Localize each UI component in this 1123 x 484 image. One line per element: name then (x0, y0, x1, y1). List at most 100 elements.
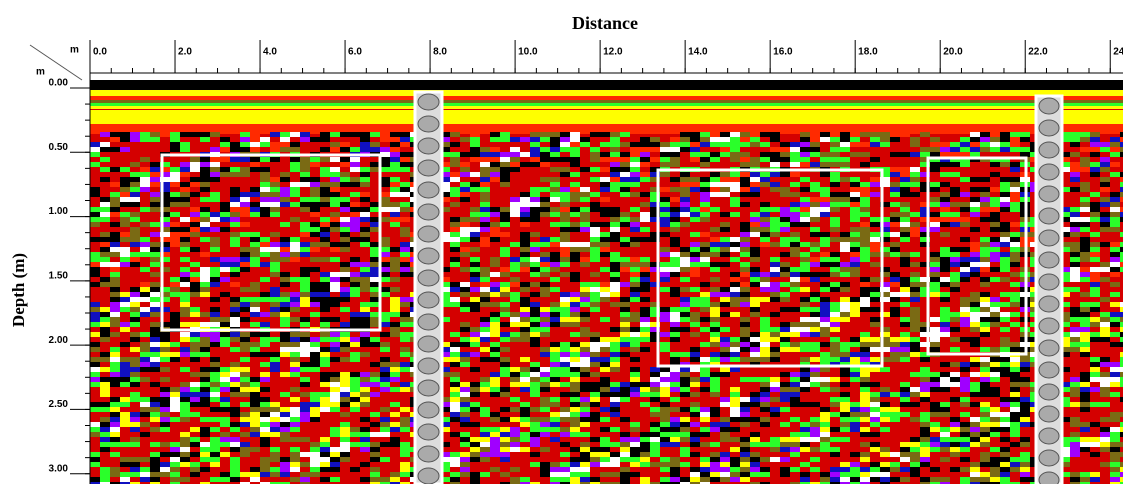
pixel (240, 247, 250, 252)
pixel (630, 292, 640, 297)
pole-echo (418, 336, 439, 352)
pixel (940, 362, 950, 367)
pixel (340, 447, 350, 452)
pixel (360, 402, 370, 407)
pixel (780, 282, 790, 287)
pixel (620, 257, 630, 262)
pixel (230, 262, 240, 267)
pixel (270, 207, 280, 212)
pixel (620, 337, 630, 342)
pixel (730, 337, 740, 342)
pixel (230, 407, 240, 412)
pixel (340, 272, 350, 277)
pixel (710, 172, 720, 177)
pixel (520, 367, 530, 372)
pixel (230, 302, 240, 307)
pixel (300, 417, 310, 422)
pixel (240, 367, 250, 372)
pixel (980, 407, 990, 412)
pixel (810, 137, 820, 142)
pixel (690, 142, 700, 147)
pixel (850, 427, 860, 432)
pixel (380, 367, 390, 372)
pixel (490, 167, 500, 172)
pixel (910, 387, 920, 392)
pixel (800, 472, 810, 477)
pixel (330, 447, 340, 452)
pixel (990, 207, 1000, 212)
pixel (500, 437, 510, 442)
pixel (820, 232, 830, 237)
pixel (750, 177, 760, 182)
pixel (500, 132, 510, 137)
pixel (180, 407, 190, 412)
pixel (330, 277, 340, 282)
pixel (680, 172, 690, 177)
pixel (780, 252, 790, 257)
pixel (520, 202, 530, 207)
pixel (110, 352, 120, 357)
pixel (630, 387, 640, 392)
pixel (1070, 347, 1080, 352)
pixel (930, 332, 940, 337)
pixel (950, 347, 960, 352)
pixel (470, 217, 480, 222)
pole-echo (1039, 318, 1059, 334)
pixel (490, 157, 500, 162)
pixel (110, 247, 120, 252)
pixel (570, 397, 580, 402)
pixel (190, 282, 200, 287)
pixel (120, 252, 130, 257)
pixel (850, 272, 860, 277)
pixel (110, 347, 120, 352)
pixel (560, 302, 570, 307)
pixel (860, 242, 870, 247)
pixel (1070, 277, 1080, 282)
pixel (1100, 277, 1110, 282)
pixel (260, 332, 270, 337)
pixel (660, 232, 670, 237)
pixel (920, 377, 930, 382)
pixel (980, 362, 990, 367)
pixel (970, 177, 980, 182)
pixel (650, 377, 660, 382)
pixel (860, 342, 870, 347)
pixel (260, 432, 270, 437)
pixel (590, 157, 600, 162)
pixel (830, 347, 840, 352)
pixel (690, 187, 700, 192)
pixel (950, 222, 960, 227)
pixel (830, 192, 840, 197)
pixel (980, 422, 990, 427)
pixel (170, 132, 180, 137)
pixel (860, 332, 870, 337)
pixel (1110, 342, 1120, 347)
pixel (1070, 142, 1080, 147)
pixel (540, 382, 550, 387)
pixel (980, 442, 990, 447)
pixel (240, 212, 250, 217)
pole-echo (1039, 142, 1059, 158)
pixel (150, 192, 160, 197)
pixel (900, 282, 910, 287)
pixel (340, 347, 350, 352)
pixel (850, 142, 860, 147)
pixel (900, 382, 910, 387)
pixel (820, 307, 830, 312)
pixel (270, 192, 280, 197)
pixel (290, 407, 300, 412)
pixel (310, 162, 320, 167)
pixel (1110, 197, 1120, 202)
pixel (790, 382, 800, 387)
pixel (970, 342, 980, 347)
pixel (520, 327, 530, 332)
pixel (250, 297, 260, 302)
pixel (130, 472, 140, 477)
pixel (200, 332, 210, 337)
pixel (250, 162, 260, 167)
pixel (790, 272, 800, 277)
pixel (530, 342, 540, 347)
pixel (530, 147, 540, 152)
pixel (730, 157, 740, 162)
pixel (750, 462, 760, 467)
